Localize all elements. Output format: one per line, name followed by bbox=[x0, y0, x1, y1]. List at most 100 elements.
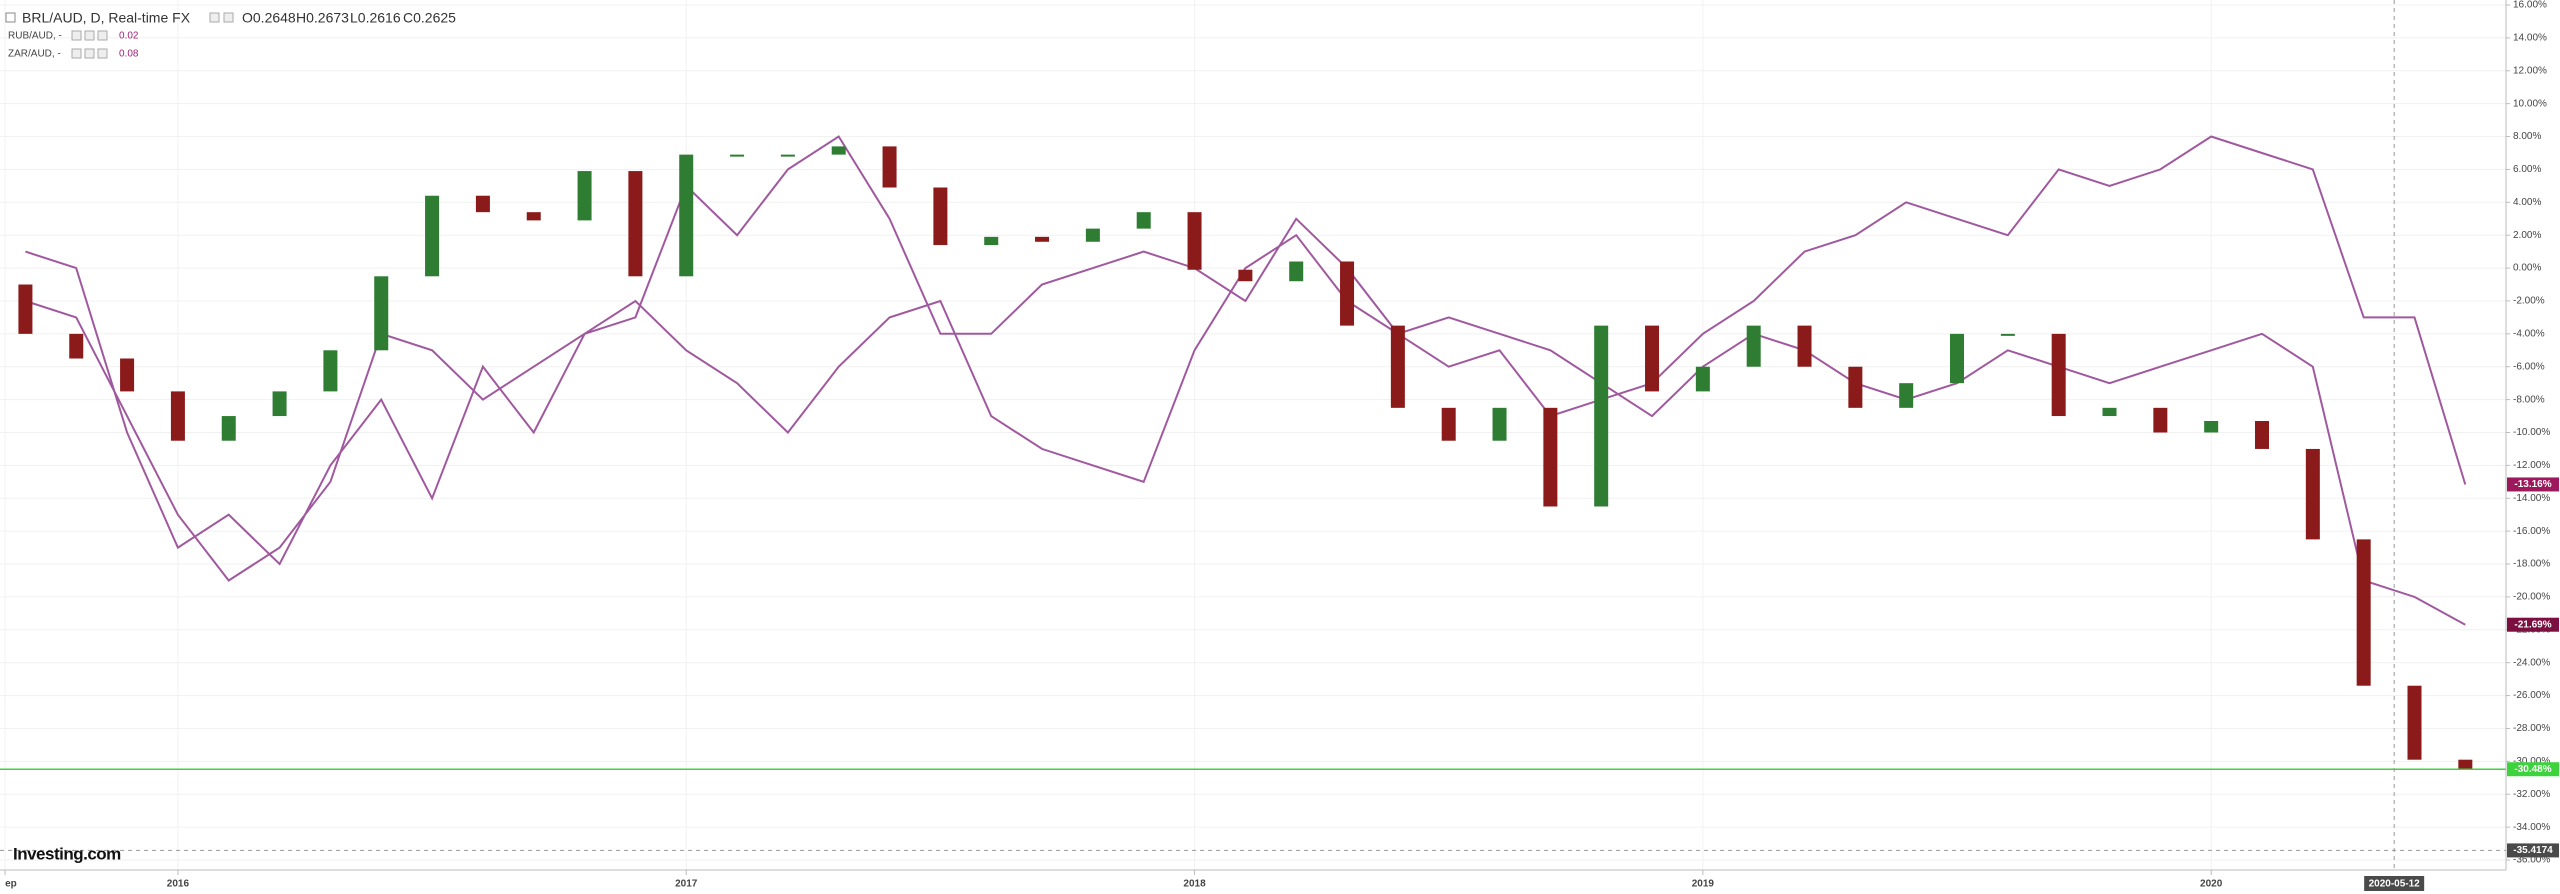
candle-body bbox=[2000, 333, 2015, 336]
chart-title: BRL/AUD, D, Real-time FX bbox=[22, 10, 191, 26]
candle-body bbox=[2153, 407, 2168, 433]
value-badge-label: -21.69% bbox=[2514, 619, 2551, 630]
candle-body bbox=[475, 195, 490, 213]
y-tick-label: -10.00% bbox=[2513, 427, 2550, 438]
candle-body bbox=[18, 284, 33, 334]
candle-body bbox=[2204, 420, 2219, 433]
y-tick-label: -34.00% bbox=[2513, 822, 2550, 833]
value-badge-label: -35.4174 bbox=[2513, 845, 2553, 856]
value-badge bbox=[2507, 843, 2559, 858]
y-tick-label: 16.00% bbox=[2513, 0, 2547, 11]
candle-body bbox=[1492, 407, 1507, 441]
candle-body bbox=[1238, 269, 1253, 282]
icon[interactable] bbox=[223, 12, 234, 23]
icon[interactable] bbox=[84, 30, 95, 41]
series-line bbox=[25, 135, 2467, 566]
value-badge bbox=[2507, 617, 2559, 632]
y-tick-label: 10.00% bbox=[2513, 98, 2547, 109]
y-tick-label: 4.00% bbox=[2513, 197, 2541, 208]
candle-body bbox=[2356, 539, 2371, 686]
candle-body bbox=[1136, 212, 1151, 229]
candle-body bbox=[2255, 420, 2270, 449]
candle-body bbox=[1340, 261, 1355, 326]
value-badge bbox=[2507, 477, 2559, 492]
candle-body bbox=[374, 276, 389, 351]
legend-name: RUB/AUD, - bbox=[8, 31, 62, 42]
y-tick-label: -36.00% bbox=[2513, 855, 2550, 866]
ohlc-low: L0.2616 bbox=[350, 10, 401, 26]
icon[interactable] bbox=[71, 48, 82, 59]
y-tick-label: -24.00% bbox=[2513, 657, 2550, 668]
y-tick-label: 14.00% bbox=[2513, 33, 2547, 44]
candle-body bbox=[1899, 383, 1914, 408]
candle-body bbox=[69, 333, 84, 359]
candle-body bbox=[1187, 212, 1202, 270]
candle-body bbox=[628, 171, 643, 277]
ohlc-open: O0.2648 bbox=[242, 10, 296, 26]
y-tick-label: 6.00% bbox=[2513, 164, 2541, 175]
candle-body bbox=[1543, 407, 1558, 507]
candle-body bbox=[1797, 325, 1812, 367]
plot bbox=[0, 0, 2506, 870]
candle-body bbox=[1035, 236, 1050, 242]
value-badge-label: -30.48% bbox=[2514, 764, 2551, 775]
candle-body bbox=[831, 146, 846, 155]
candle-body bbox=[526, 212, 541, 221]
candle-body bbox=[221, 416, 236, 441]
ohlc-high: H0.2673 bbox=[296, 10, 349, 26]
y-tick-label: -6.00% bbox=[2513, 361, 2545, 372]
candle-body bbox=[882, 146, 897, 188]
candle-body bbox=[1594, 325, 1609, 507]
x-tick-label: 2016 bbox=[167, 879, 190, 890]
candle-body bbox=[730, 154, 745, 157]
candle-body bbox=[1950, 333, 1965, 384]
candle-body bbox=[1441, 407, 1456, 441]
x-tick-label: 2020 bbox=[2200, 879, 2223, 890]
y-tick-label: -32.00% bbox=[2513, 789, 2550, 800]
candle-body bbox=[170, 391, 185, 441]
y-tick-label: -14.00% bbox=[2513, 493, 2550, 504]
value-badge-label: -13.16% bbox=[2514, 479, 2551, 490]
legend-value: 0.08 bbox=[119, 49, 139, 60]
candle-body bbox=[1848, 366, 1863, 408]
candle-body bbox=[2051, 333, 2066, 417]
legend-name: ZAR/AUD, - bbox=[8, 49, 61, 60]
icon[interactable] bbox=[97, 48, 108, 59]
candle-body bbox=[2407, 685, 2422, 760]
candle-body bbox=[1390, 325, 1405, 408]
y-tick-label: -26.00% bbox=[2513, 690, 2550, 701]
logo: Investing.com bbox=[13, 844, 121, 863]
y-tick-label: 2.00% bbox=[2513, 230, 2541, 241]
candle-body bbox=[679, 154, 694, 277]
x-tick-label: 2017 bbox=[675, 879, 698, 890]
candle-body bbox=[1746, 325, 1761, 367]
y-tick-label: -20.00% bbox=[2513, 592, 2550, 603]
candle-body bbox=[780, 154, 795, 157]
x-tick-label: ep bbox=[5, 879, 17, 890]
candle-body bbox=[2305, 448, 2320, 540]
x-tick-label: 2019 bbox=[1692, 879, 1715, 890]
candle-body bbox=[984, 236, 999, 246]
value-badge bbox=[2507, 762, 2559, 777]
candle-body bbox=[1645, 325, 1660, 392]
x-tick-label: 2018 bbox=[1183, 879, 1206, 890]
icon[interactable] bbox=[209, 12, 220, 23]
icon[interactable] bbox=[71, 30, 82, 41]
y-tick-label: -28.00% bbox=[2513, 723, 2550, 734]
ohlc-close: C0.2625 bbox=[403, 10, 456, 26]
candle-body bbox=[2458, 759, 2473, 770]
y-tick-label: -18.00% bbox=[2513, 559, 2550, 570]
candle-body bbox=[1085, 228, 1100, 242]
collapse-icon[interactable] bbox=[5, 12, 16, 23]
icon[interactable] bbox=[84, 48, 95, 59]
candle-body bbox=[272, 391, 287, 417]
icon[interactable] bbox=[97, 30, 108, 41]
y-tick-label: -2.00% bbox=[2513, 296, 2545, 307]
candle-body bbox=[1695, 366, 1710, 392]
crosshair-x-label: 2020-05-12 bbox=[2369, 879, 2421, 890]
candle-body bbox=[120, 358, 135, 392]
candle-body bbox=[323, 350, 338, 392]
candle-body bbox=[1289, 261, 1304, 282]
